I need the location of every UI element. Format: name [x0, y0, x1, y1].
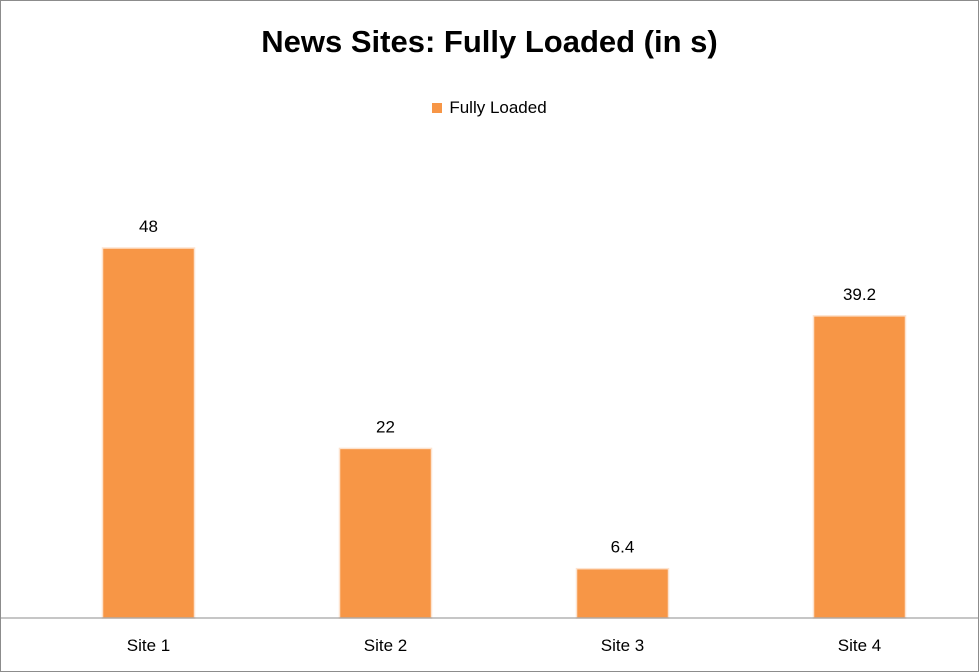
- chart-title: News Sites: Fully Loaded (in s): [261, 24, 718, 59]
- labels-group: 48 Site 1 22 Site 2 6.4 Site 3 39.2 Site 4: [127, 217, 881, 655]
- legend-swatch: [432, 103, 443, 113]
- data-label: 48: [139, 217, 158, 236]
- legend: Fully Loaded: [0, 98, 979, 118]
- bar-site-4: [812, 315, 907, 619]
- bar-site-2: [338, 447, 433, 619]
- data-label: 6.4: [611, 538, 635, 557]
- data-label: 39.2: [843, 285, 876, 304]
- x-tick-label: Site 2: [364, 636, 407, 655]
- x-tick-label: Site 3: [601, 636, 644, 655]
- bar-site-3: [575, 567, 670, 619]
- x-tick-label: Site 1: [127, 636, 170, 655]
- legend-label: Fully Loaded: [449, 98, 547, 117]
- x-tick-label: Site 4: [838, 636, 881, 655]
- bars-group: [101, 247, 907, 619]
- data-label: 22: [376, 417, 395, 436]
- bar-site-1: [101, 247, 196, 619]
